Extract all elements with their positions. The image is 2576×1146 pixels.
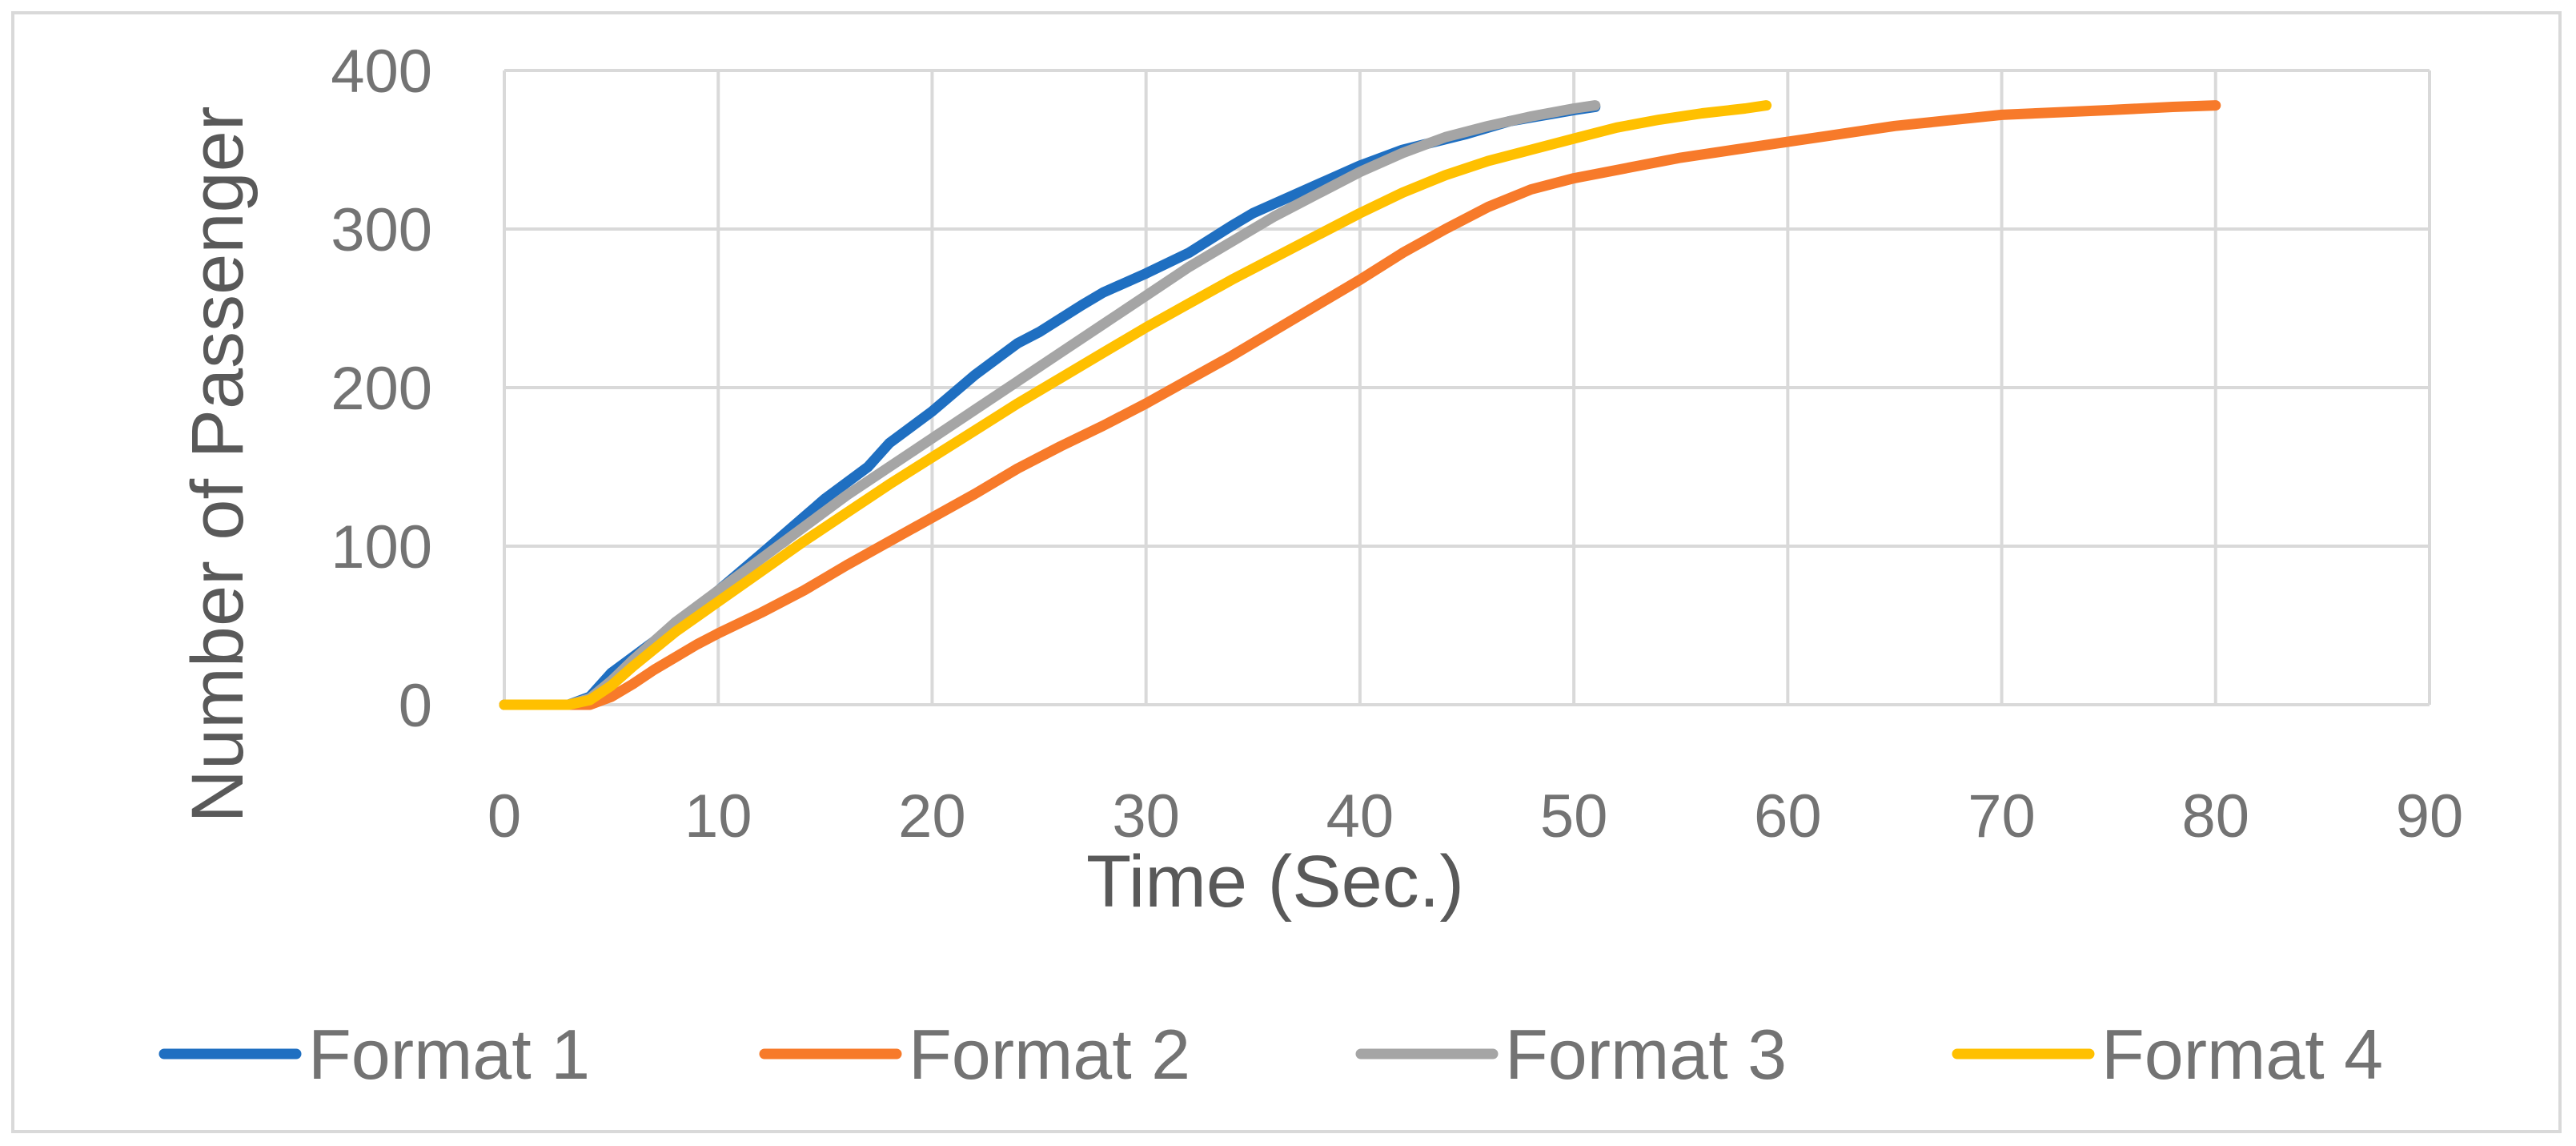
chart-frame — [11, 11, 2562, 1133]
x-tick-label: 10 — [684, 782, 752, 850]
y-axis-title: Number of Passenger — [177, 107, 259, 823]
y-tick-label: 200 — [331, 355, 432, 423]
y-tick-label: 300 — [331, 196, 432, 264]
series-line-format-3 — [499, 100, 1601, 710]
y-tick-label: 400 — [331, 38, 432, 106]
legend-label-format-3: Format 3 — [1505, 1015, 1787, 1094]
x-tick-label: 50 — [1540, 782, 1608, 850]
tick-labels: 0 10 20 30 40 50 60 70 80 90 0 100 200 300 400 — [331, 38, 2463, 850]
legend: Format 1 Format 2 Format 3 Format 4 — [158, 1015, 2383, 1094]
series-line-format-4 — [499, 100, 1772, 710]
x-tick-label: 40 — [1326, 782, 1394, 850]
legend-label-format-1: Format 1 — [308, 1015, 590, 1094]
y-tick-label: 100 — [331, 513, 432, 581]
series-line-format-1 — [499, 102, 1601, 710]
x-tick-label: 80 — [2182, 782, 2250, 850]
x-tick-label: 30 — [1112, 782, 1180, 850]
x-tick-label: 20 — [898, 782, 966, 850]
legend-label-format-2: Format 2 — [909, 1015, 1190, 1094]
x-tick-label: 60 — [1754, 782, 1822, 850]
x-tick-label: 90 — [2396, 782, 2464, 850]
legend-label-format-4: Format 4 — [2101, 1015, 2383, 1094]
grid-layer — [503, 69, 2431, 706]
x-tick-label: 0 — [488, 782, 521, 850]
x-tick-label: 70 — [1968, 782, 2036, 850]
x-axis-title: Time (Sec.) — [1086, 841, 1464, 923]
series-line-format-2 — [499, 100, 2221, 710]
series-layer — [499, 100, 2221, 710]
y-tick-label: 0 — [399, 672, 432, 740]
